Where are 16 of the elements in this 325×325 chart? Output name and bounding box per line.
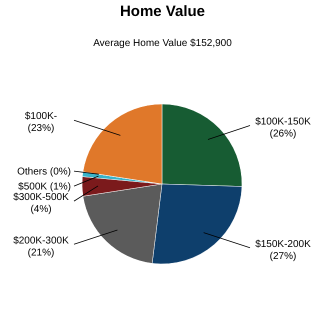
data-label: (21%) [28, 247, 54, 258]
slice-label: $100K-150K [255, 116, 312, 128]
slice-label: $100K- [24, 111, 58, 122]
data-label: (1%) [50, 182, 71, 193]
chart-subtitle: Average Home Value $152,900 [93, 38, 232, 49]
data-label: (23%) [28, 123, 54, 134]
slice-label: $150K-200K [255, 238, 312, 250]
slice-label: $300K-500K [13, 192, 70, 204]
text: (0%) [50, 166, 71, 178]
data-label: (4%) [30, 204, 52, 216]
slice-label: $200K-300K [13, 235, 70, 246]
slice-label: $500K [18, 182, 48, 193]
category-label: Others [17, 166, 48, 178]
chart-title: Home Value [120, 3, 206, 20]
data-label: (27%) [270, 250, 296, 262]
data-label: (26%) [270, 128, 296, 140]
